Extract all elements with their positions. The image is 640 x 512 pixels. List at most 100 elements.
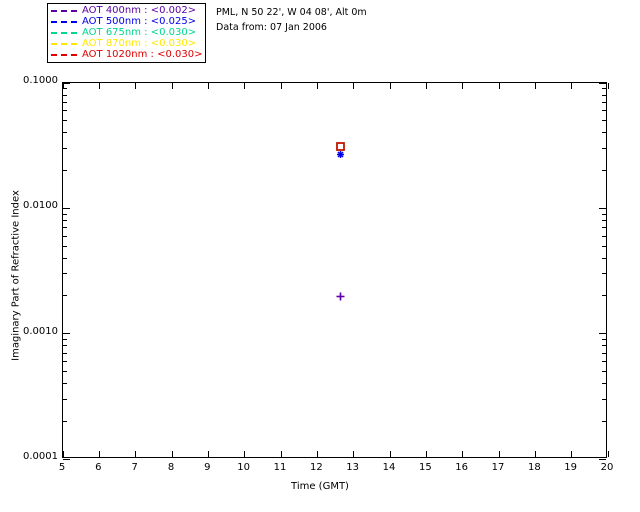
x-axis-tick xyxy=(171,451,173,457)
y-axis-minor-tick xyxy=(602,245,606,247)
y-axis-tick xyxy=(599,207,606,209)
legend-line-swatch xyxy=(51,31,77,34)
y-axis-minor-tick xyxy=(602,383,606,385)
y-axis-minor-tick xyxy=(602,120,606,122)
x-axis-tick xyxy=(135,83,137,89)
y-axis-minor-tick xyxy=(602,213,606,215)
data-point-aot-1020nm-0-030- xyxy=(336,136,346,155)
x-tick-label: 8 xyxy=(167,462,175,473)
x-axis-tick xyxy=(171,83,173,89)
x-axis-tick xyxy=(462,83,464,89)
legend-aot-870nm: AOT 870nm : <0.030> xyxy=(51,38,202,49)
y-axis-minor-tick xyxy=(63,219,67,221)
y-axis-minor-tick xyxy=(63,345,67,347)
y-axis-minor-tick xyxy=(63,273,67,275)
y-axis-minor-tick xyxy=(602,295,606,297)
x-axis-tick xyxy=(425,451,427,457)
x-axis-tick xyxy=(244,451,246,457)
chart-title-block: PML, N 50 22', W 04 08', Alt 0m Data fro… xyxy=(216,5,367,35)
y-axis-minor-tick xyxy=(63,245,67,247)
x-tick-label: 16 xyxy=(455,462,469,473)
legend-aot-500nm: AOT 500nm : <0.025> xyxy=(51,16,202,27)
y-axis-minor-tick xyxy=(63,352,67,354)
y-axis-minor-tick xyxy=(63,383,67,385)
x-tick-label: 18 xyxy=(527,462,541,473)
legend-aot-675nm: AOT 675nm : <0.030> xyxy=(51,27,202,38)
y-axis-tick xyxy=(599,333,606,335)
x-axis-tick xyxy=(389,83,391,89)
x-axis-tick xyxy=(98,451,100,457)
x-axis-tick xyxy=(280,83,282,89)
legend-label: AOT 675nm : <0.030> xyxy=(82,27,197,38)
legend-label: AOT 870nm : <0.030> xyxy=(82,38,197,49)
y-axis-minor-tick xyxy=(602,420,606,422)
y-axis-minor-tick xyxy=(602,88,606,90)
x-axis-tick xyxy=(534,83,536,89)
x-tick-label: 7 xyxy=(131,462,138,473)
x-tick-label: 20 xyxy=(600,462,614,473)
y-tick-label: 0.1000 xyxy=(23,75,58,86)
legend-line-swatch xyxy=(51,42,77,45)
y-axis-minor-tick xyxy=(602,219,606,221)
y-axis-tick xyxy=(63,458,70,460)
y-axis-minor-tick xyxy=(602,370,606,372)
x-tick-label: 10 xyxy=(237,462,251,473)
x-tick-label: 6 xyxy=(95,462,102,473)
y-axis-minor-tick xyxy=(63,120,67,122)
legend-label: AOT 400nm : <0.002> xyxy=(82,5,197,16)
x-axis-tick xyxy=(498,451,500,457)
data-point-aot-500nm-0-025- xyxy=(336,144,345,163)
x-axis-tick xyxy=(534,451,536,457)
x-tick-label: 11 xyxy=(273,462,287,473)
y-axis-minor-tick xyxy=(63,398,67,400)
legend-line-swatch xyxy=(51,9,77,12)
legend-aot-1020nm: AOT 1020nm : <0.030> xyxy=(51,49,202,60)
chart-title-line-1: PML, N 50 22', W 04 08', Alt 0m xyxy=(216,7,367,18)
y-axis-minor-tick xyxy=(602,257,606,259)
x-tick-label: 15 xyxy=(418,462,432,473)
x-axis-title: Time (GMT) xyxy=(291,481,349,492)
x-axis-tick xyxy=(316,83,318,89)
y-axis-minor-tick xyxy=(63,420,67,422)
x-tick-label: 17 xyxy=(491,462,505,473)
x-axis-tick xyxy=(135,451,137,457)
x-axis-tick xyxy=(280,451,282,457)
data-point-aot-400nm-0-002- xyxy=(336,286,345,305)
y-axis-minor-tick xyxy=(602,352,606,354)
y-axis-tick xyxy=(599,82,606,84)
y-tick-label: 0.0001 xyxy=(23,451,58,462)
y-axis-minor-tick xyxy=(63,170,67,172)
y-axis-minor-tick xyxy=(602,101,606,103)
y-axis-minor-tick xyxy=(63,94,67,96)
y-axis-title: Imaginary Part of Refractive Index xyxy=(10,190,22,361)
x-axis-tick xyxy=(425,83,427,89)
y-tick-label: 0.0010 xyxy=(23,325,58,337)
y-axis-tick xyxy=(63,82,70,84)
legend-line-swatch xyxy=(51,20,77,23)
y-axis-minor-tick xyxy=(63,338,67,340)
y-axis-minor-tick xyxy=(602,338,606,340)
y-axis-minor-tick xyxy=(63,235,67,237)
y-axis-minor-tick xyxy=(602,227,606,229)
y-axis-minor-tick xyxy=(602,345,606,347)
y-axis-minor-tick xyxy=(602,148,606,150)
y-axis-tick xyxy=(63,207,70,209)
y-axis-tick xyxy=(63,333,70,335)
x-tick-label: 5 xyxy=(58,462,66,473)
legend-aot-400nm: AOT 400nm : <0.002> xyxy=(51,5,202,16)
plot-area xyxy=(62,82,609,460)
x-tick-label: 19 xyxy=(564,462,578,473)
y-tick-label: 0.0100 xyxy=(23,200,58,212)
x-axis-tick xyxy=(353,451,355,457)
x-axis-tick xyxy=(462,451,464,457)
x-axis-tick xyxy=(571,451,573,457)
x-axis-tick xyxy=(244,83,246,89)
y-axis-minor-tick xyxy=(602,273,606,275)
y-axis-tick xyxy=(599,458,606,460)
y-axis-minor-tick xyxy=(602,360,606,362)
legend-line-swatch xyxy=(51,53,77,56)
y-axis-minor-tick xyxy=(63,110,67,112)
x-axis-tick xyxy=(353,83,355,89)
y-axis-minor-tick xyxy=(602,132,606,134)
x-axis-tick xyxy=(498,83,500,89)
